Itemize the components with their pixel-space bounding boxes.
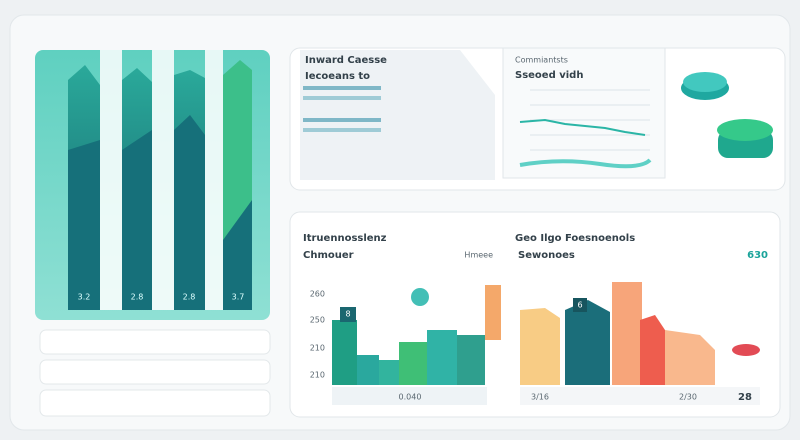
bar <box>485 285 501 340</box>
mini-chart-title: Commiantsts <box>515 56 568 65</box>
footer-label: 28 <box>738 392 752 403</box>
bar <box>573 298 587 312</box>
footer-bar <box>332 387 487 405</box>
bar-label: 6 <box>577 301 582 310</box>
stack-card <box>39 329 271 355</box>
bar <box>122 130 152 310</box>
bar <box>640 315 665 385</box>
text-line <box>303 118 381 122</box>
axis-label: 210 <box>310 371 325 380</box>
bottom-left-bars: 8 <box>332 285 501 385</box>
footer-label: 3/16 <box>531 393 549 402</box>
bar <box>379 360 399 385</box>
marker <box>732 344 760 356</box>
panel-subtitle: Sewonoes <box>518 250 575 261</box>
side-label: 630 <box>747 250 768 261</box>
icon-cylinder-top <box>717 119 773 141</box>
mini-chart-panel <box>502 47 666 179</box>
shade <box>300 50 495 180</box>
bar <box>68 140 100 310</box>
bar <box>399 342 427 385</box>
axis-label: 210 <box>310 344 325 353</box>
left-bars: 3.2 2.8 2.8 3.7 <box>68 50 252 310</box>
bar <box>665 330 715 385</box>
bar-label: 3.2 <box>78 293 91 302</box>
mini-wave <box>519 158 652 169</box>
bar <box>340 307 356 322</box>
marker <box>411 288 429 306</box>
panel-title: Inward Caesse <box>305 55 387 66</box>
panel-subtitle: Iecoeans to <box>305 71 370 82</box>
panel-subtitle: Chmouer <box>303 250 354 261</box>
axis-label: 250 <box>310 316 325 325</box>
side-label: Hmeee <box>464 251 493 260</box>
icon-pill-top <box>683 72 727 92</box>
bottom-right-bars: 6 <box>520 282 715 385</box>
bar <box>565 300 610 385</box>
text-line <box>303 86 381 90</box>
stack-card <box>39 389 271 417</box>
bar <box>174 115 205 310</box>
bar <box>332 320 357 385</box>
text-line <box>303 128 381 132</box>
footer-label: 0.040 <box>399 393 422 402</box>
bar <box>612 282 642 385</box>
bar-label: 3.7 <box>232 293 245 302</box>
bar <box>427 330 457 385</box>
bar-label: 2.8 <box>183 293 196 302</box>
footer-bar <box>520 387 760 405</box>
stack-card <box>39 359 271 385</box>
bar <box>457 335 485 385</box>
bar <box>223 200 252 310</box>
stripe <box>100 50 122 310</box>
bar-label: 8 <box>345 310 350 319</box>
footer-label: 2/30 <box>679 393 697 402</box>
text-line <box>303 96 381 100</box>
stripe <box>205 50 223 310</box>
axis-label: 260 <box>310 290 325 299</box>
panel-title: Geo Ilgo Foesnoenols <box>515 233 635 244</box>
mini-grid <box>530 89 650 151</box>
panel-title: Itruennosslenz <box>303 233 387 244</box>
mini-line <box>519 118 646 136</box>
bar-label: 2.8 <box>131 293 144 302</box>
bar <box>357 355 379 385</box>
bar <box>520 308 560 385</box>
mini-chart-subtitle: Sseoed vidh <box>515 70 583 81</box>
stripe <box>152 50 174 310</box>
